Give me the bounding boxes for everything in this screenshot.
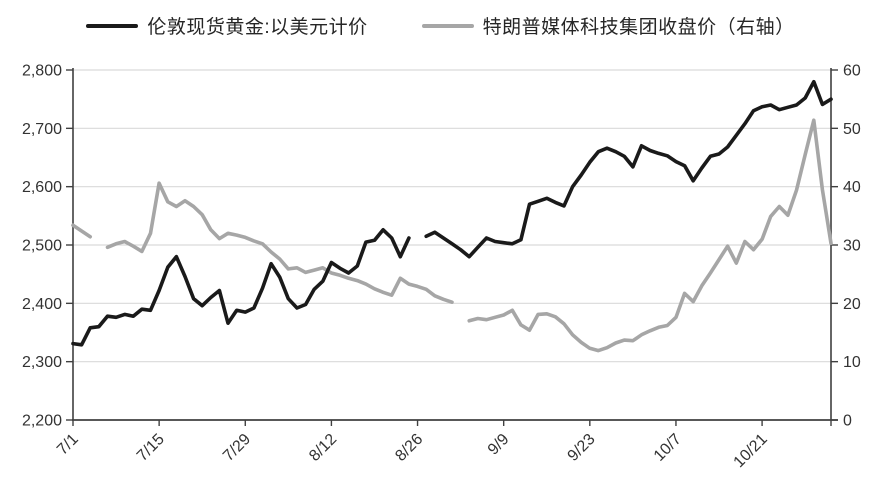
y-axis-label-right: 20 [843, 296, 861, 313]
y-axis-label-right: 60 [843, 63, 861, 80]
legend-label-gold: 伦敦现货黄金:以美元计价 [147, 17, 368, 38]
y-axis-label-left: 2,600 [22, 179, 62, 196]
y-axis-label-right: 0 [843, 413, 852, 430]
y-axis-label-left: 2,400 [22, 296, 62, 313]
y-axis-label-right: 30 [843, 238, 861, 255]
legend-item-gold: 伦敦现货黄金:以美元计价 [86, 12, 367, 39]
x-axis-label: 7/1 [54, 431, 82, 459]
djt-price-line [71, 118, 833, 353]
legend-label-djt: 特朗普媒体科技集团收盘价（右轴） [482, 17, 795, 38]
legend-item-djt: 特朗普媒体科技集团收盘价（右轴） [421, 12, 795, 39]
y-axis-label-right: 40 [843, 179, 861, 196]
y-axis-label-left: 2,500 [22, 238, 62, 255]
x-axis-label: 7/15 [134, 431, 168, 465]
y-axis-label-left: 2,700 [22, 121, 62, 138]
djt-line-swatch [421, 23, 474, 28]
x-axis-label: 8/12 [306, 431, 340, 465]
x-axis-label: 10/21 [731, 431, 771, 471]
x-axis-label: 9/9 [485, 431, 513, 459]
legend: 伦敦现货黄金:以美元计价 特朗普媒体科技集团收盘价（右轴） [0, 12, 881, 39]
x-axis-label: 8/26 [392, 431, 426, 465]
y-axis-label-left: 2,300 [22, 354, 62, 371]
x-axis-label: 10/7 [651, 431, 685, 465]
x-axis-label: 7/29 [220, 431, 254, 465]
y-axis-label-right: 50 [843, 121, 861, 138]
x-axis-label: 9/23 [565, 431, 599, 465]
y-axis-label-left: 2,800 [22, 63, 62, 80]
gold-line-swatch [86, 23, 139, 28]
y-axis-label-left: 2,200 [22, 413, 62, 430]
gold-price-line [71, 79, 833, 347]
y-axis-label-right: 10 [843, 354, 861, 371]
